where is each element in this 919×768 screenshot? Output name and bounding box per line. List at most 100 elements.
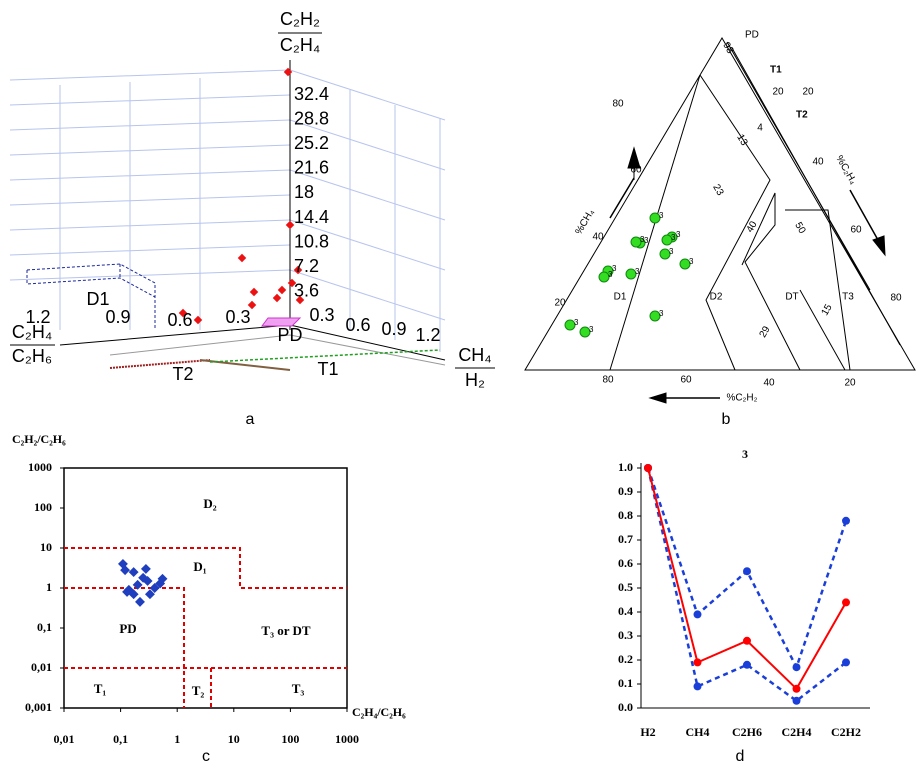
boundary — [741, 192, 801, 371]
data-point — [579, 326, 591, 338]
data-point — [743, 636, 751, 645]
data-point — [693, 610, 702, 619]
series-line — [646, 467, 847, 703]
data-point — [644, 464, 652, 472]
data-point — [679, 258, 691, 270]
y-tick-label: 0.9 — [618, 484, 633, 498]
region-label: T₂ — [192, 683, 205, 698]
tick-label: 1.2 — [25, 307, 50, 327]
y-tick-label: 1.0 — [618, 460, 633, 474]
caption: b — [722, 411, 731, 428]
x-tick-label: 10 — [228, 732, 240, 746]
data-point — [842, 658, 850, 667]
tick-label: 40 — [812, 157, 824, 168]
inner-label: 50 — [792, 221, 807, 237]
region-label: T2 — [796, 110, 808, 121]
tick-label: 60 — [850, 225, 862, 236]
tick-label: 32.4 — [294, 84, 329, 104]
y-tick-label: 10 — [40, 540, 52, 554]
data-point — [144, 589, 155, 600]
inner-label: 20 — [772, 87, 784, 98]
arrowhead — [872, 235, 886, 257]
t2-line — [199, 359, 291, 371]
data-point — [157, 573, 168, 584]
y-tick-label: 0.4 — [618, 604, 633, 618]
left-axis — [59, 324, 291, 346]
x-tick-label: 1000 — [335, 732, 359, 746]
triangle — [524, 37, 916, 371]
region-label: T3 — [842, 292, 854, 303]
panel-c: C₂H₂/C₂H₆ C₂H₄/C₂H₆ D₂ D₁ PD T₃ or DT T₁… — [12, 432, 406, 765]
tick-label: 80 — [890, 293, 902, 304]
tick-label: 20 — [844, 378, 856, 389]
region-label: PD — [119, 621, 136, 636]
data-point — [135, 596, 145, 607]
z-axis-label: C₂H₄ — [280, 35, 320, 55]
inner-label: 40 — [745, 219, 760, 235]
tick-label: 1.2 — [415, 325, 440, 345]
x-tick-label: 1 — [174, 732, 180, 746]
caption: a — [246, 411, 255, 428]
t2-line — [109, 359, 211, 369]
t1-line — [209, 349, 441, 363]
z-axis-label: C₂H₂ — [280, 9, 320, 29]
tick-label: 0.6 — [345, 315, 370, 335]
left-axis-label: C₂H₆ — [12, 346, 52, 366]
y-tick-label: 0.3 — [618, 628, 633, 642]
data-point — [743, 567, 751, 576]
tick-label: 80 — [612, 99, 624, 110]
y-tick-label: 1000 — [28, 460, 52, 474]
y-tick-label: 1 — [46, 580, 52, 594]
tick-label: 28.8 — [294, 108, 329, 128]
data-point — [598, 271, 610, 283]
y-tick-label: 0.5 — [618, 580, 633, 594]
data-point — [842, 598, 850, 607]
x-tick-label: H2 — [640, 725, 655, 739]
point-label: 3 — [574, 318, 579, 327]
y-tick-label: 0.1 — [618, 676, 633, 690]
data-point — [693, 658, 702, 667]
data-point — [128, 567, 139, 578]
inner-label: 29 — [758, 324, 773, 340]
chart-title: 3 — [742, 447, 748, 461]
boundary — [726, 41, 871, 291]
region-label: PD — [277, 325, 302, 345]
tick-label: 20 — [802, 87, 814, 98]
y-axis-label: C₂H₂/C₂H₆ — [12, 432, 66, 446]
tick-label: 0.3 — [309, 305, 334, 325]
corner-label: PD — [745, 30, 759, 41]
tick-label: 3.6 — [294, 281, 319, 301]
tick-label: 40 — [763, 378, 775, 389]
x-tick-label: 0,1 — [113, 732, 128, 746]
axis-label: %C₂H₂ — [726, 393, 757, 404]
zone-boundary — [64, 587, 185, 708]
y-tick-label: 0.2 — [618, 652, 633, 666]
y-tick-label: 0,1 — [37, 620, 52, 634]
right-axis-label: H₂ — [465, 370, 485, 390]
point-label: 3 — [669, 247, 674, 256]
arrow — [849, 189, 879, 241]
data-point — [842, 516, 850, 525]
caption: c — [202, 748, 210, 765]
point-label: 3 — [659, 211, 664, 220]
region-label: T2 — [172, 364, 193, 384]
data-point — [649, 212, 661, 224]
y-tick-label: 0.6 — [618, 556, 633, 570]
axis-label: %C₂H₄ — [833, 154, 858, 187]
x-axis-label: C₂H₄/C₂H₆ — [352, 705, 406, 719]
data-point — [630, 236, 642, 248]
y-tick-label: 100 — [34, 500, 52, 514]
data-point — [138, 572, 149, 583]
data-point — [659, 248, 671, 260]
tick-label: 10.8 — [294, 231, 329, 251]
point-label: 3 — [612, 264, 617, 273]
data-point — [693, 682, 702, 691]
region-label: T₃ or DT — [261, 623, 310, 638]
tick-label: 14.4 — [294, 207, 329, 227]
y-tick-label: 0,001 — [25, 700, 52, 714]
data-point — [140, 563, 151, 574]
tick-label: 7.2 — [294, 256, 319, 276]
point-label: 3 — [659, 309, 664, 318]
